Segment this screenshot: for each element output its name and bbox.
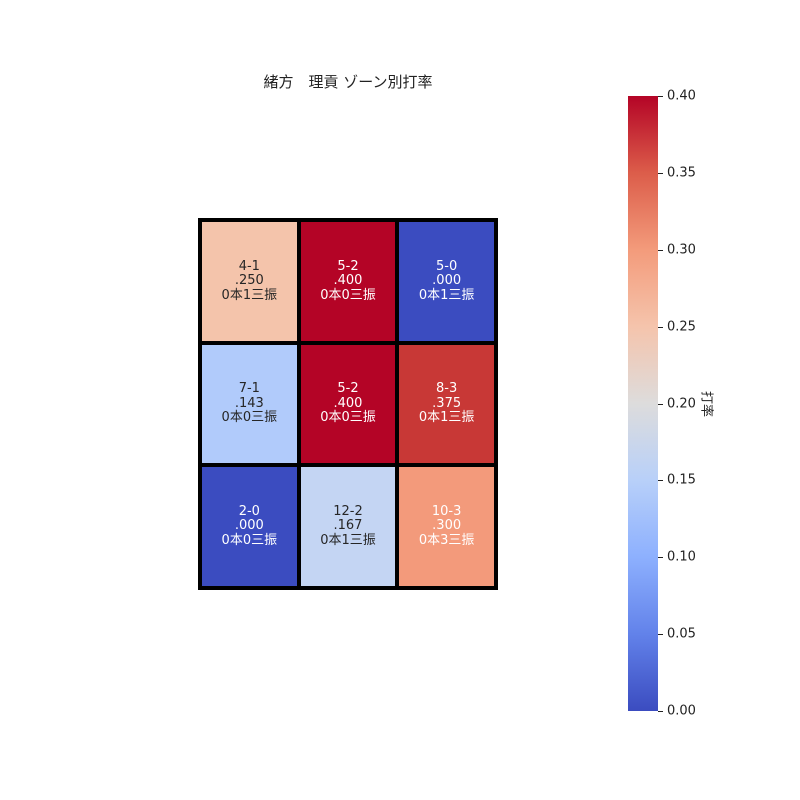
heatmap-cell: 2-0.000 0本0三振 xyxy=(202,467,297,586)
colorbar-tick-label: 0.40 xyxy=(667,88,696,104)
colorbar-tick-label: 0.15 xyxy=(667,472,696,488)
colorbar-tick-label: 0.10 xyxy=(667,549,696,565)
colorbar-tick xyxy=(658,172,663,174)
colorbar-tick xyxy=(658,326,663,328)
cell-avg: .000 xyxy=(234,518,264,534)
cell-detail: 0本3三振 xyxy=(418,532,475,548)
colorbar-tick-label: 0.30 xyxy=(667,242,696,258)
cell-avg: .400 xyxy=(333,273,363,289)
cell-avg: .375 xyxy=(432,395,462,411)
cell-avg: .000 xyxy=(432,273,462,289)
heatmap-cell: 5-0.000 0本1三振 xyxy=(399,222,494,341)
cell-count: 5-0 xyxy=(436,258,458,274)
cell-avg: .400 xyxy=(333,395,363,411)
cell-count: 7-1 xyxy=(238,381,260,397)
cell-count: 4-1 xyxy=(238,258,260,274)
cell-detail: 0本0三振 xyxy=(221,410,278,426)
heatmap-cell: 5-2.400 0本0三振 xyxy=(300,344,396,464)
cell-detail: 0本0三振 xyxy=(221,532,278,548)
colorbar-tick-label: 0.25 xyxy=(667,319,696,335)
cell-avg: .300 xyxy=(432,518,462,534)
cell-count: 5-2 xyxy=(337,258,359,274)
cell-detail: 0本1三振 xyxy=(418,410,475,426)
cell-count: 12-2 xyxy=(333,503,363,519)
cell-detail: 0本0三振 xyxy=(320,287,376,303)
colorbar-tick xyxy=(658,249,663,251)
heatmap-cell: 12-2.167 0本1三振 xyxy=(300,467,396,586)
colorbar-tick-label: 0.00 xyxy=(667,703,696,719)
cell-avg: .250 xyxy=(234,273,264,289)
colorbar-tick xyxy=(658,634,663,636)
colorbar-tick-label: 0.20 xyxy=(667,396,696,411)
heatmap-cell: 10-3.300 0本3三振 xyxy=(399,467,494,586)
heatmap-cell: 7-1.143 0本0三振 xyxy=(202,344,297,464)
chart-title: 緒方 理貢 ゾーン別打率 xyxy=(263,73,433,91)
cell-count: 8-3 xyxy=(436,381,458,397)
cell-detail: 0本1三振 xyxy=(418,287,475,303)
colorbar-tick xyxy=(658,403,663,405)
colorbar-tick-label: 0.35 xyxy=(667,165,696,181)
cell-count: 2-0 xyxy=(238,503,260,519)
cell-count: 5-2 xyxy=(337,381,359,397)
cell-detail: 0本1三振 xyxy=(320,532,376,548)
colorbar-tick xyxy=(658,480,663,482)
colorbar-tick xyxy=(658,557,663,559)
colorbar-tick-label: 0.05 xyxy=(667,626,696,642)
heatmap-cell: 8-3.375 0本1三振 xyxy=(399,344,494,464)
colorbar-label: 打率 xyxy=(698,390,714,418)
cell-avg: .167 xyxy=(333,518,363,534)
heatmap-grid: 4-1.250 0本1三振 5-2.400 0本0三振 5-0.000 0本1三振 7-1.… xyxy=(198,218,498,590)
cell-detail: 0本1三振 xyxy=(221,287,278,303)
cell-count: 10-3 xyxy=(431,503,462,519)
heatmap-cell: 4-1.250 0本1三振 xyxy=(202,222,297,341)
colorbar-tick xyxy=(658,711,663,712)
colorbar xyxy=(628,96,658,711)
colorbar-tick xyxy=(658,96,663,97)
cell-avg: .143 xyxy=(234,395,264,411)
heatmap-cell: 5-2.400 0本0三振 xyxy=(300,222,396,341)
cell-detail: 0本0三振 xyxy=(320,410,376,426)
